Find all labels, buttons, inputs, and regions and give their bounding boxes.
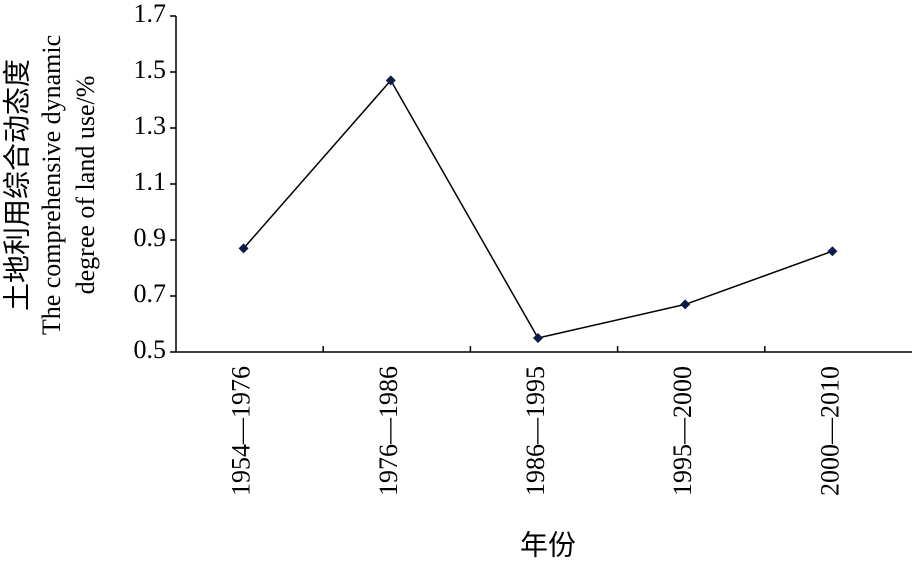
marker bbox=[533, 333, 543, 343]
y-tick-label: 1.5 bbox=[134, 55, 167, 84]
y-axis-title: The comprehensive dynamic bbox=[37, 35, 66, 335]
x-axis-title: 年份 bbox=[520, 529, 576, 561]
line bbox=[243, 79, 833, 339]
marker bbox=[385, 75, 396, 86]
x-tick-label: 2000—2010 bbox=[815, 366, 844, 496]
y-axis-title: degree of land use/% bbox=[71, 76, 100, 295]
x-tick-label: 1986—1995 bbox=[521, 366, 550, 496]
y-tick-label: 1.3 bbox=[134, 111, 167, 140]
y-tick-label: 1.7 bbox=[134, 0, 167, 28]
x-tick-label: 1954—1976 bbox=[227, 366, 256, 496]
x-tick-label: 1995—2000 bbox=[668, 366, 697, 496]
marker bbox=[238, 243, 249, 254]
marker bbox=[680, 299, 691, 310]
y-tick-label: 1.1 bbox=[134, 167, 167, 196]
y-axis-title: 土地利用综合动态度 bbox=[1, 59, 33, 311]
x-tick-label: 1976—1986 bbox=[374, 366, 403, 496]
y-tick-label: 0.7 bbox=[134, 279, 167, 308]
marker bbox=[827, 246, 838, 257]
y-tick-label: 0.5 bbox=[134, 335, 167, 364]
y-tick-label: 0.9 bbox=[134, 223, 167, 252]
